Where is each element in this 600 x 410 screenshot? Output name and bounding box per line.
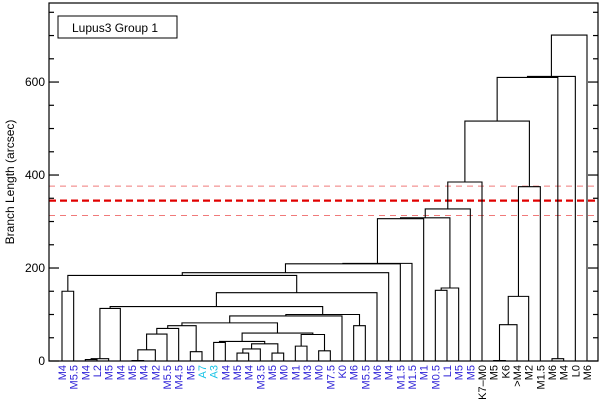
leaf-label: M2: [150, 365, 162, 380]
leaf-label: M5: [104, 365, 116, 380]
leaf-label: L2: [92, 365, 104, 377]
dendrogram-branch: [189, 351, 203, 361]
dendrogram-branch: [498, 324, 518, 361]
threshold-lines: [49, 185, 598, 216]
dendrogram-branch: [342, 262, 413, 361]
leaf-label: M0: [314, 365, 326, 380]
dendrogram-branch: [67, 274, 298, 293]
leaf-label: M0: [279, 365, 291, 380]
dendrogram-branch: [424, 208, 471, 361]
leaf-label: M1.5: [395, 365, 407, 389]
leaf-label: M4: [384, 365, 396, 380]
leaf-label: K7–M0: [477, 365, 489, 400]
dendrogram-branch: [507, 295, 530, 361]
dendrogram-branch: [218, 340, 266, 344]
dendrogram-branch: [353, 325, 366, 361]
leaf-label: M5.5: [162, 365, 174, 389]
leaf-label: M4: [244, 365, 256, 380]
dendrogram-branch: [526, 75, 576, 361]
dendrogram-branch: [318, 350, 331, 361]
dendrogram-branch: [213, 341, 226, 361]
leaf-label: K0: [337, 365, 349, 378]
dendrogram-branch: [496, 76, 559, 359]
leaf-label: M6: [582, 365, 594, 380]
leaf-label: M4: [559, 365, 571, 380]
dendrogram-branch: [242, 348, 261, 361]
y-tick-label: 0: [38, 354, 45, 368]
dendrogram-branch: [550, 34, 588, 361]
dendrogram-branch: [284, 263, 401, 361]
leaf-label: >M4: [512, 365, 524, 387]
leaf-label: M5: [267, 365, 279, 380]
dendrogram-branch: [137, 349, 156, 361]
leaf-label: L0: [570, 365, 582, 377]
dendrogram-branch: [99, 307, 121, 361]
leaf-label: M4.5: [174, 365, 186, 389]
leaf-label: A3: [209, 365, 221, 378]
dendrogram-branch: [517, 186, 541, 361]
dendrogram-branch: [109, 306, 324, 315]
leaf-label: M1: [419, 365, 431, 380]
y-tick-label: 200: [25, 261, 45, 275]
leaf-label: M3: [302, 365, 314, 380]
leaf-label: M6: [547, 365, 559, 380]
leaf-label: M5.5: [360, 365, 372, 389]
leaf-label: M0.5: [430, 365, 442, 389]
dendrogram-branch: [146, 333, 168, 361]
leaf-label: M5: [185, 365, 197, 380]
dendrogram-branch: [167, 325, 197, 352]
leaf-label: M3.5: [255, 365, 267, 389]
dendrogram-branch: [400, 217, 451, 289]
dendrogram-branch: [236, 352, 250, 361]
dendrogram-branch: [376, 218, 425, 361]
leaf-label: M4: [80, 365, 92, 380]
leaf-label: M5: [454, 365, 466, 380]
leaf-label: M5.5: [69, 365, 81, 389]
leaf-label: M7.5: [325, 365, 337, 389]
leaf-label: M5: [127, 365, 139, 380]
dendrogram-branch: [464, 120, 530, 187]
y-axis: 0 200 400 600: [25, 11, 598, 368]
leaf-label: L1: [442, 365, 454, 377]
dendrogram-branch: [285, 313, 361, 326]
leaf-label: M6: [349, 365, 361, 380]
dendrogram-branch: [434, 289, 448, 361]
leaf-label: K6: [500, 365, 512, 378]
leaf-label: M4: [115, 365, 127, 380]
leaf-label: M4: [139, 365, 151, 380]
leaf-label: M1.5: [535, 365, 547, 389]
y-axis-label: Branch Length (arcsec): [3, 120, 17, 245]
legend-box: Lupus3 Group 1: [57, 15, 178, 39]
leaf-label: M5: [232, 365, 244, 380]
dendrogram-branch: [440, 287, 460, 361]
leaf-label: M1: [290, 365, 302, 380]
dendrogram-branch: [61, 290, 75, 361]
dendrogram-branch: [215, 292, 378, 361]
chart-title: Lupus3 Group 1: [72, 21, 158, 35]
dendrogram-branch: [241, 332, 314, 342]
plot-frame: [48, 2, 599, 362]
dendrogram-branch: [300, 333, 326, 351]
dendrogram-branch: [271, 352, 285, 361]
dendrogram-branch: [156, 327, 180, 361]
leaf-label: M6: [372, 365, 384, 380]
leaf-label: M5: [465, 365, 477, 380]
dendrogram-branch: [294, 345, 308, 361]
leaf-label: M4: [220, 365, 232, 380]
leaf-label: M1.5: [407, 365, 419, 389]
dendrogram-branches: [61, 34, 588, 362]
leaf-label: M4: [57, 365, 69, 380]
leaf-label: M5: [489, 365, 501, 380]
leaf-labels: M4 M5.5 M4 L2 M5 M4 M5 M4 M2 M5.5 M4.5 M5 A7 A3 M4 M5 M4…: [57, 365, 594, 400]
leaf-label: M2: [524, 365, 536, 380]
y-tick-label: 600: [25, 75, 45, 89]
leaf-label: A7: [197, 365, 209, 378]
y-tick-label: 400: [25, 168, 45, 182]
